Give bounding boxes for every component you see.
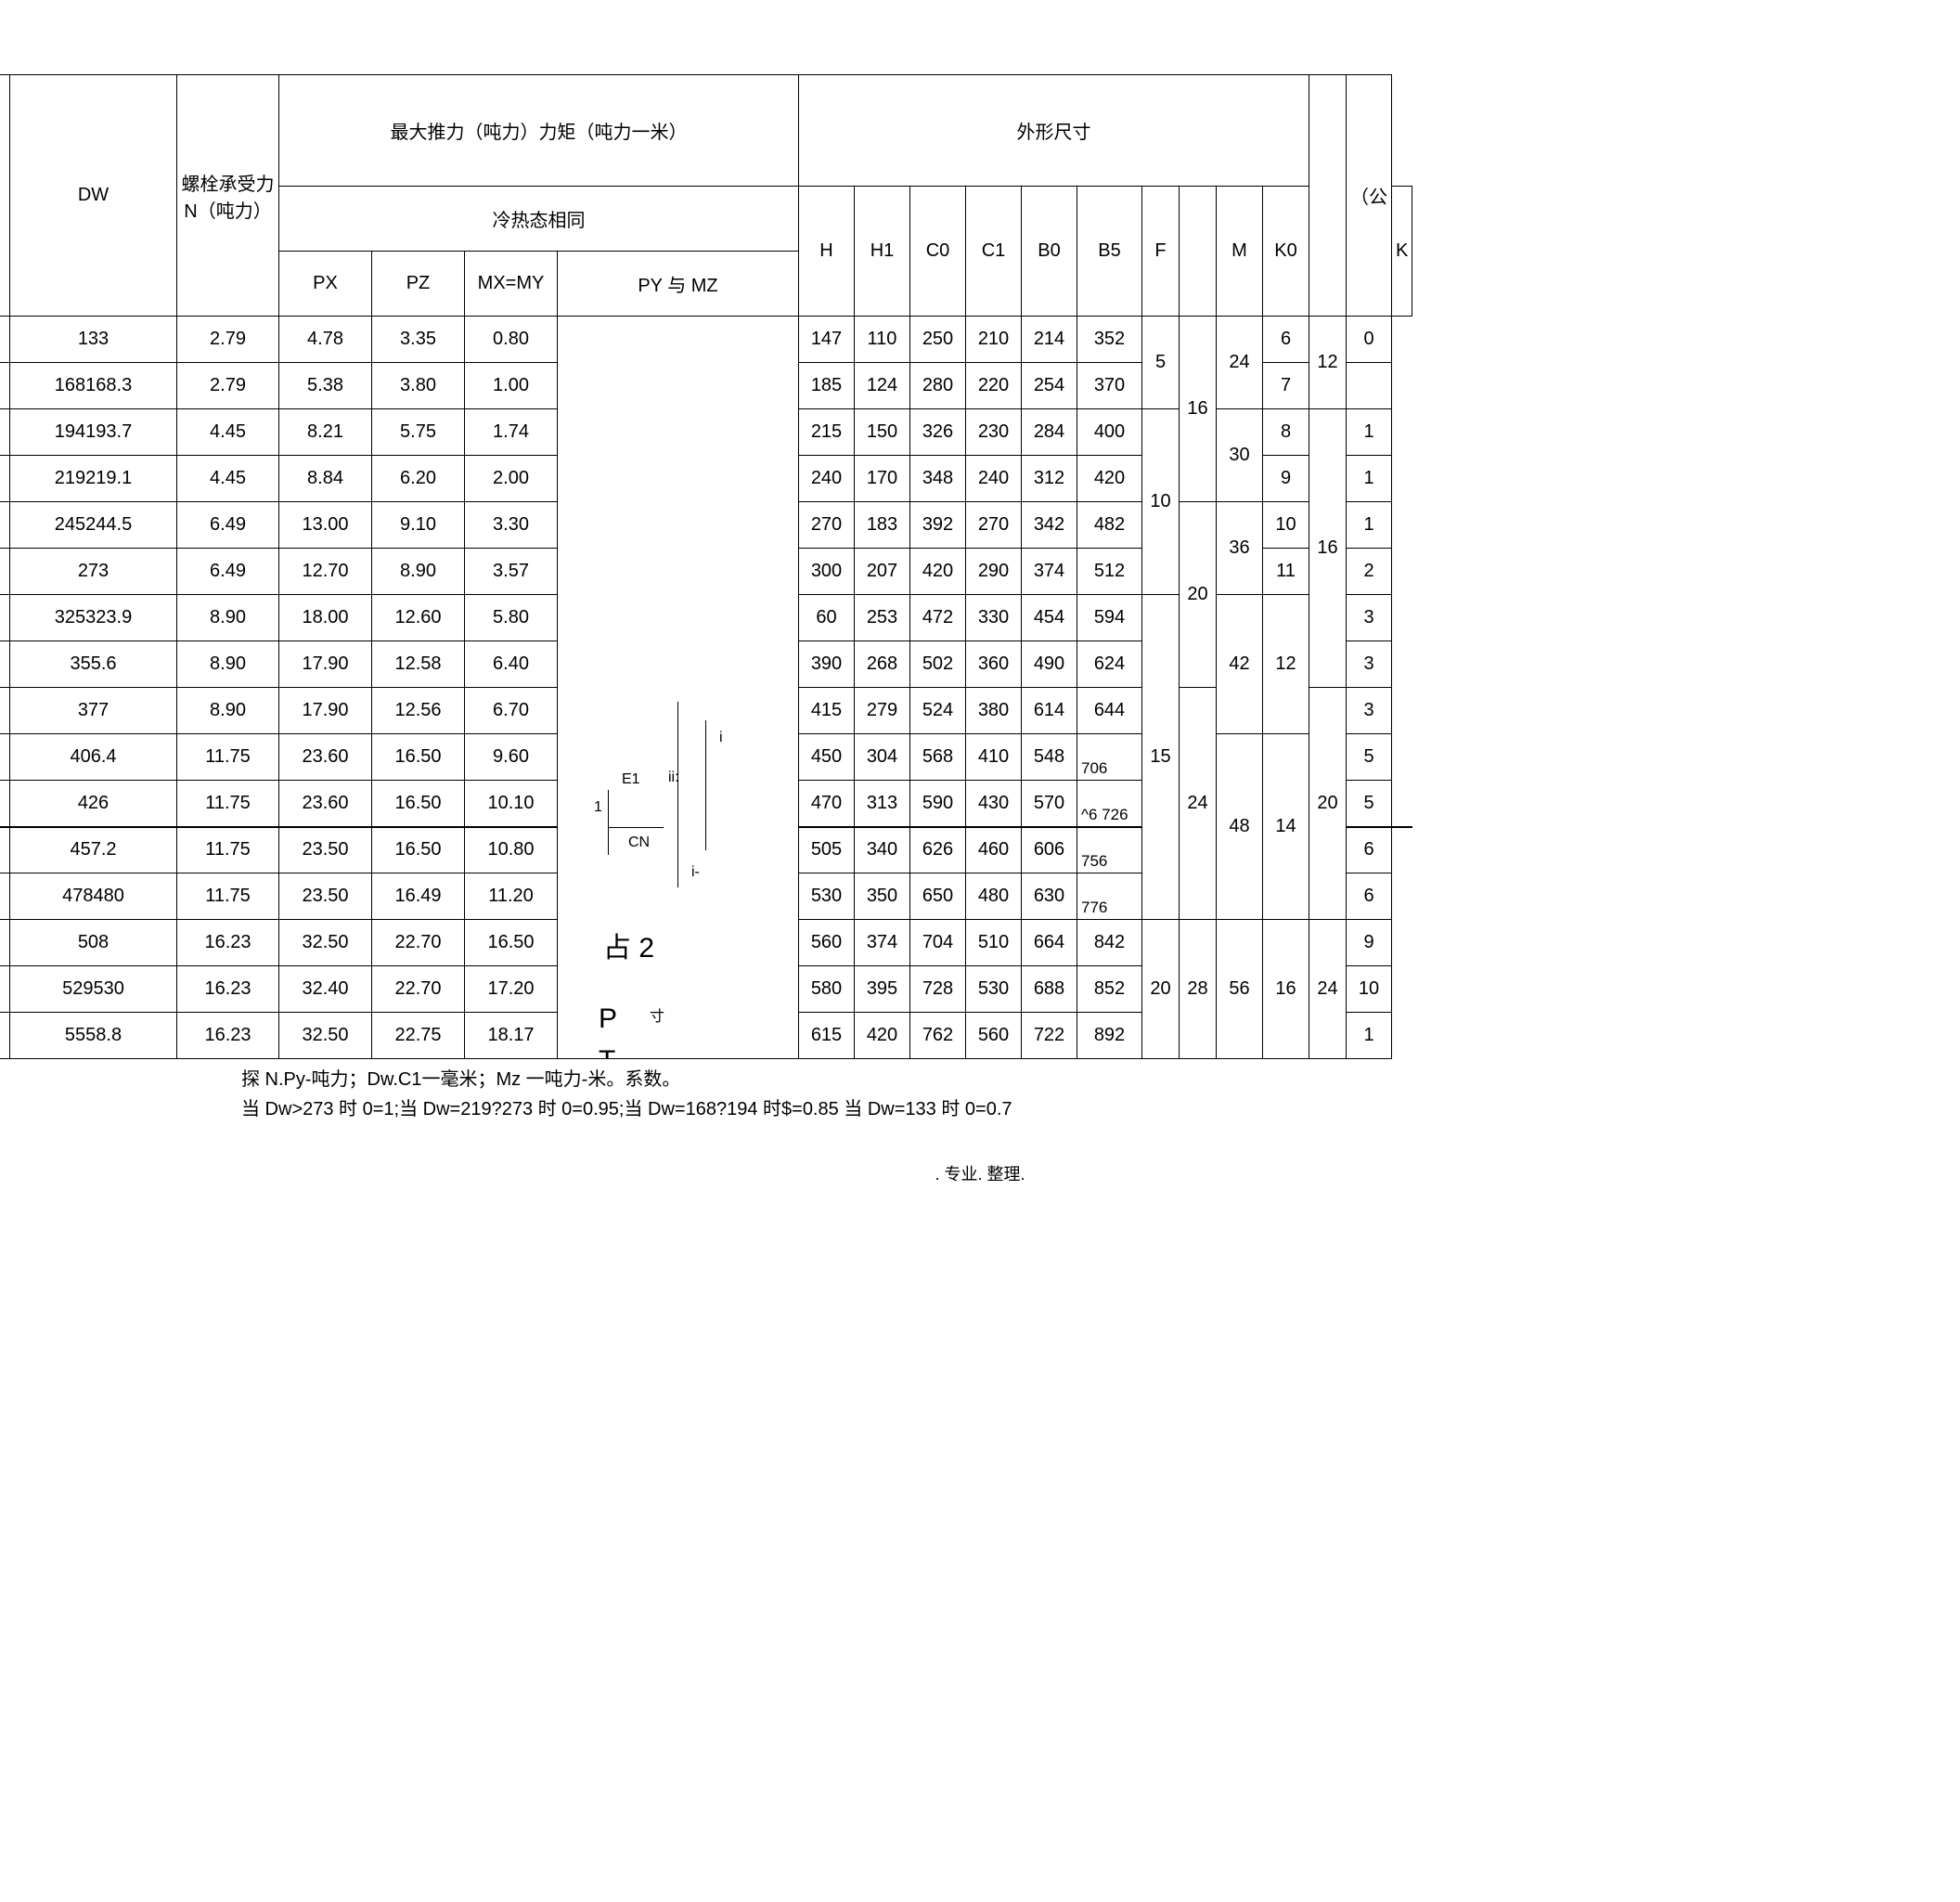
col-k: K	[1392, 187, 1412, 317]
footnotes: 探 N.Py-吨力；Dw.C1一毫米；Mz 一吨力-米。系数。 当 Dw>273…	[241, 1065, 1960, 1124]
col-maxthrust: 最大推力（吨力）力矩（吨力一米）	[279, 75, 799, 187]
col-c0: C0	[910, 187, 966, 317]
col-mxmy: MX=MY	[465, 252, 558, 317]
col-coldhot: 冷热态相同	[279, 187, 799, 252]
dw: 133	[10, 317, 177, 363]
note-line-1: 探 N.Py-吨力；Dw.C1一毫米；Mz 一吨力-米。系数。	[241, 1065, 1960, 1094]
col-shape: 外形尺寸	[799, 75, 1309, 187]
col-blank2	[1180, 187, 1217, 317]
col-pymz: PY 与 MZ	[558, 252, 799, 317]
col-h1: H1	[855, 187, 910, 317]
col-pz: PZ	[372, 252, 465, 317]
note-line-2: 当 Dw>273 时 0=1;当 Dw=219?273 时 0=0.95;当 D…	[241, 1094, 1960, 1124]
col-bolt: 螺栓承受力 N（吨力）	[177, 75, 279, 317]
page-footer: . 专业. 整理.	[0, 1161, 1960, 1185]
pymz-diagram: E1 ii: i 1 CN i- 占 2 寸 P T 丿 5	[558, 317, 799, 1059]
col-b0: B0	[1022, 187, 1077, 317]
blank-right	[1309, 75, 1347, 317]
col-b5: B5	[1077, 187, 1142, 317]
spec-table: DW 螺栓承受力 N（吨力） 最大推力（吨力）力矩（吨力一米） 外形尺寸 （公 …	[0, 74, 1412, 1059]
col-px: PX	[279, 252, 372, 317]
col-k0: K0	[1263, 187, 1309, 317]
col-c1: C1	[966, 187, 1022, 317]
blank-col	[0, 75, 10, 317]
col-f: F	[1142, 187, 1180, 317]
col-h: H	[799, 187, 855, 317]
col-m: M	[1217, 187, 1263, 317]
col-dw: DW	[10, 75, 177, 317]
col-righttop: （公	[1347, 75, 1392, 317]
